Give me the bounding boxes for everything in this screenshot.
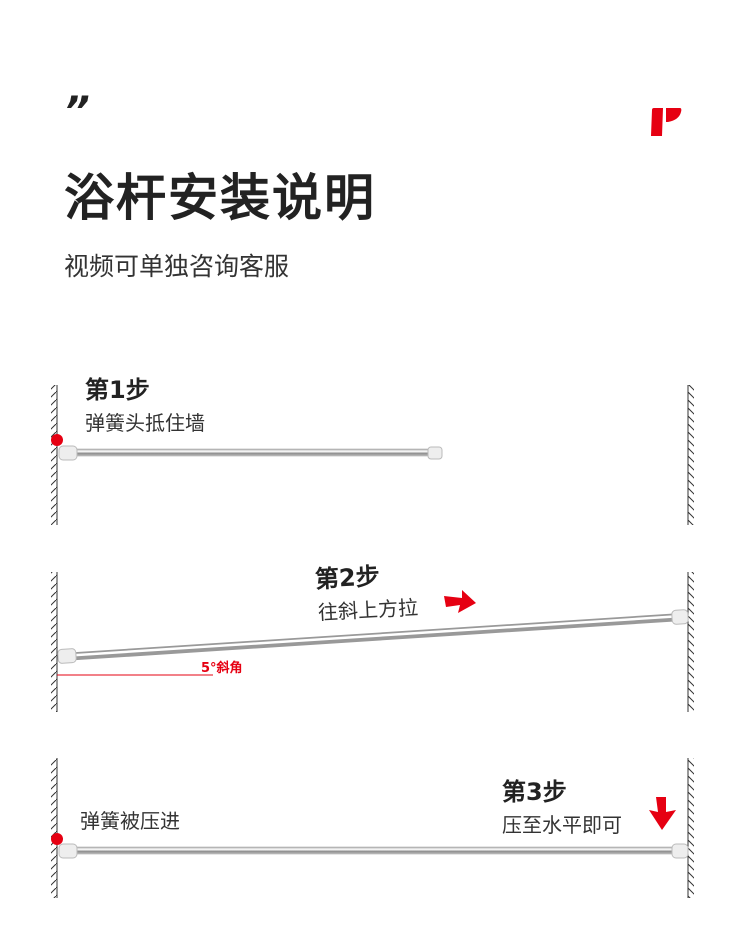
- page-subtitle: 视频可单独咨询客服: [64, 252, 290, 281]
- step-3-description: 压至水平即可: [502, 813, 622, 837]
- spring-note: 弹簧被压进: [80, 809, 180, 833]
- page-title: 浴杆安装说明: [64, 169, 376, 227]
- contact-point-dot: [51, 833, 63, 845]
- step-1-description: 弹簧头抵住墙: [85, 411, 205, 435]
- arrow-right-icon: [444, 590, 476, 613]
- step-1-label: 第1步: [85, 376, 150, 404]
- right-wall-2: [687, 572, 694, 712]
- rod-3: [58, 843, 689, 859]
- step-2-description: 往斜上方拉: [317, 595, 419, 625]
- left-wall-3: [51, 758, 58, 898]
- right-wall-3: [687, 758, 694, 898]
- left-wall-1: [51, 385, 58, 525]
- left-wall-2: [51, 572, 58, 712]
- right-wall-1: [687, 385, 694, 525]
- rod-2: [57, 609, 689, 664]
- angle-label: 5°斜角: [201, 661, 243, 676]
- step-2-label: 第2步: [314, 562, 381, 594]
- rod-1: [58, 445, 443, 461]
- step-3-label: 第3步: [502, 778, 567, 806]
- quote-mark: ”: [64, 89, 90, 135]
- brand-logo: [648, 106, 684, 142]
- contact-point-dot: [51, 434, 63, 446]
- arrow-down-icon: [649, 797, 676, 830]
